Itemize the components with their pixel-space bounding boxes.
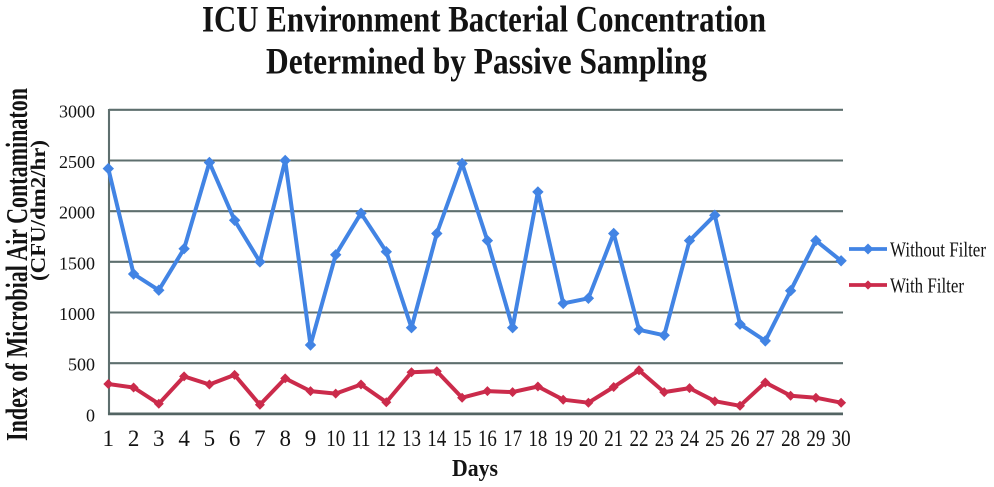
svg-text:ICU Environment Bacterial Conc: ICU Environment Bacterial Concentration <box>202 0 766 41</box>
svg-text:28: 28 <box>781 426 800 451</box>
svg-text:29: 29 <box>806 426 825 451</box>
svg-text:1500: 1500 <box>59 253 95 273</box>
svg-text:1: 1 <box>103 426 115 451</box>
svg-text:15: 15 <box>453 426 472 451</box>
svg-text:Days: Days <box>452 456 498 482</box>
svg-text:20: 20 <box>579 426 598 451</box>
svg-text:14: 14 <box>427 426 446 451</box>
svg-text:12: 12 <box>377 426 396 451</box>
svg-text:2500: 2500 <box>59 152 95 172</box>
svg-text:3000: 3000 <box>59 101 95 121</box>
svg-text:10: 10 <box>326 426 345 451</box>
svg-text:1000: 1000 <box>59 304 95 324</box>
svg-text:Index of Microbial Air Contami: Index of Microbial Air Contaminaton <box>0 88 34 441</box>
svg-text:Without Filter: Without Filter <box>890 238 986 262</box>
svg-text:22: 22 <box>630 426 649 451</box>
svg-text:24: 24 <box>680 426 699 451</box>
svg-text:23: 23 <box>655 426 674 451</box>
svg-text:0: 0 <box>86 405 95 425</box>
svg-text:Determined by Passive Sampling: Determined by Passive Sampling <box>266 42 707 83</box>
svg-text:7: 7 <box>254 426 266 451</box>
svg-text:9: 9 <box>305 426 317 451</box>
svg-text:6: 6 <box>229 426 241 451</box>
svg-text:2000: 2000 <box>59 203 95 223</box>
svg-text:4: 4 <box>178 426 190 451</box>
svg-text:19: 19 <box>554 426 573 451</box>
svg-text:13: 13 <box>402 426 421 451</box>
svg-text:2: 2 <box>128 426 140 451</box>
svg-text:25: 25 <box>705 426 724 451</box>
svg-text:17: 17 <box>503 426 522 451</box>
svg-text:8: 8 <box>279 426 291 451</box>
svg-text:11: 11 <box>352 426 371 451</box>
svg-text:3: 3 <box>153 426 165 451</box>
svg-text:30: 30 <box>832 426 851 451</box>
svg-text:5: 5 <box>204 426 216 451</box>
svg-text:16: 16 <box>478 426 497 451</box>
svg-text:27: 27 <box>756 426 775 451</box>
svg-text:500: 500 <box>68 355 95 375</box>
svg-text:(CFU/dm2/hr): (CFU/dm2/hr) <box>26 140 50 281</box>
svg-text:With Filter: With Filter <box>890 274 964 298</box>
svg-text:21: 21 <box>604 426 623 451</box>
svg-text:26: 26 <box>731 426 750 451</box>
svg-text:18: 18 <box>528 426 547 451</box>
